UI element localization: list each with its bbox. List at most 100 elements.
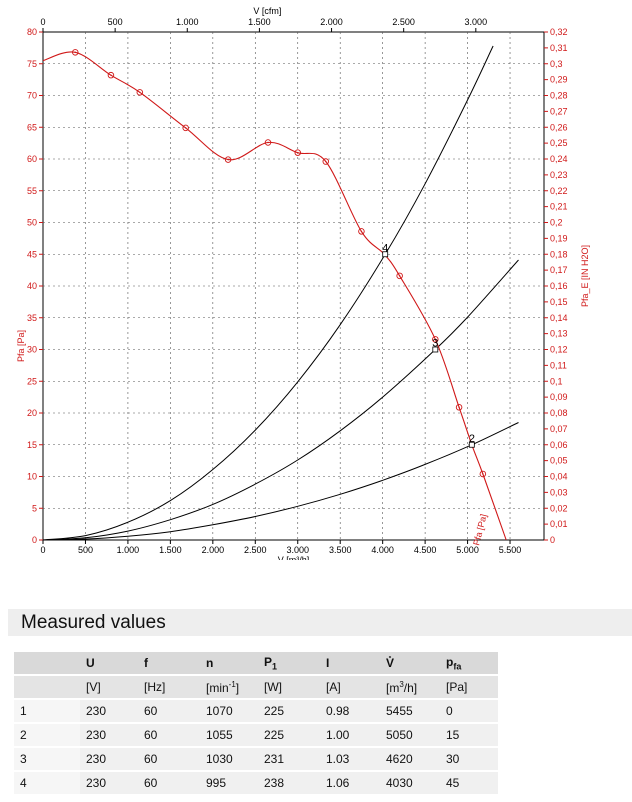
top-tick-label: 0 bbox=[40, 17, 45, 27]
y-tick-label: 70 bbox=[27, 91, 37, 101]
fan-curve-marker-dot bbox=[227, 158, 229, 161]
system-curve bbox=[42, 422, 519, 541]
fan-curve-marker-dot bbox=[139, 91, 141, 94]
top-tick-label: 2.500 bbox=[392, 17, 415, 27]
fan-curve-marker bbox=[72, 49, 79, 56]
table-row: 3 230 60 1030 231 1.03 4620 30 bbox=[14, 748, 498, 770]
fan-curve-marker bbox=[479, 470, 487, 478]
unit-n: [min-1] bbox=[200, 676, 258, 698]
y2-tick-label: 0,14 bbox=[550, 313, 568, 323]
fan-curve-marker bbox=[264, 139, 272, 146]
measured-values-table: U f n P1 I V̊ pfa [V] [Hz] [min-1] [W] [… bbox=[14, 650, 498, 796]
unit-P1: [W] bbox=[258, 676, 320, 698]
fan-curve-marker bbox=[182, 124, 189, 132]
y-tick-label: 55 bbox=[27, 186, 37, 196]
y2-tick-label: 0,04 bbox=[550, 472, 568, 482]
y2-tick-label: 0,18 bbox=[550, 249, 568, 259]
y2-tick-label: 0,3 bbox=[550, 59, 563, 69]
x-tick-label: 500 bbox=[78, 545, 93, 555]
y2-tick-label: 0,25 bbox=[550, 138, 568, 148]
curves: Pfa [Pa]234 bbox=[42, 45, 519, 546]
unit-pfa: [Pa] bbox=[440, 676, 498, 698]
x-tick-label: 5.000 bbox=[456, 545, 479, 555]
y-tick-label: 75 bbox=[27, 59, 37, 69]
y-tick-label: 60 bbox=[27, 154, 37, 164]
unit-I: [A] bbox=[320, 676, 380, 698]
col-P1: P1 bbox=[258, 652, 320, 674]
y2-tick-label: 0,17 bbox=[550, 265, 568, 275]
col-pfa: pfa bbox=[440, 652, 498, 674]
unit-f: [Hz] bbox=[138, 676, 200, 698]
y-tick-label: 50 bbox=[27, 218, 37, 228]
fan-curve-marker bbox=[455, 404, 463, 411]
y2-tick-label: 0,22 bbox=[550, 186, 568, 196]
y2-tick-label: 0,03 bbox=[550, 487, 568, 497]
measured-values-title: Measured values bbox=[8, 609, 632, 636]
y2-tick-label: 0,06 bbox=[550, 440, 568, 450]
x-tick-label: 2.500 bbox=[244, 545, 267, 555]
col-I: I bbox=[320, 652, 380, 674]
y2-tick-label: 0,29 bbox=[550, 75, 568, 85]
fan-curve-marker-dot bbox=[297, 151, 299, 154]
unit-V: [m3/h] bbox=[380, 676, 440, 698]
col-f: f bbox=[138, 652, 200, 674]
table-header-row: U f n P1 I V̊ pfa bbox=[14, 652, 498, 674]
fan-curve-marker-dot bbox=[398, 275, 401, 277]
y-tick-label: 5 bbox=[32, 503, 37, 513]
y2-tick-label: 0,02 bbox=[550, 503, 568, 513]
fan-curve-marker bbox=[322, 158, 330, 165]
x-tick-label: 4.500 bbox=[414, 545, 437, 555]
top-axis-label: V [cfm] bbox=[253, 6, 281, 16]
fan-curve-line bbox=[42, 51, 507, 541]
fan-curve-marker-dot bbox=[74, 51, 76, 54]
y-tick-label: 0 bbox=[32, 535, 37, 545]
y2-tick-label: 0 bbox=[550, 535, 555, 545]
top-tick-label: 500 bbox=[108, 17, 123, 27]
y2-tick-label: 0,19 bbox=[550, 233, 568, 243]
fan-curve-marker bbox=[396, 272, 403, 280]
y2-tick-label: 0,13 bbox=[550, 329, 568, 339]
col-U: U bbox=[80, 652, 138, 674]
fan-curve-marker-dot bbox=[110, 74, 112, 76]
fan-curve-marker-dot bbox=[360, 230, 363, 233]
x-tick-label: 4.000 bbox=[371, 545, 394, 555]
col-n: n bbox=[200, 652, 258, 674]
fan-curve-marker bbox=[107, 71, 115, 79]
x-tick-label: 3.500 bbox=[329, 545, 352, 555]
operating-point-label: 3 bbox=[432, 338, 438, 350]
grid bbox=[43, 32, 544, 540]
x-tick-label: 1.500 bbox=[159, 545, 182, 555]
operating-point-label: 2 bbox=[469, 433, 475, 445]
fan-curve-marker-dot bbox=[267, 141, 269, 144]
y-tick-label: 35 bbox=[27, 313, 37, 323]
system-curve bbox=[42, 259, 519, 541]
y2-tick-label: 0,15 bbox=[550, 297, 568, 307]
table-row: 4 230 60 995 238 1.06 4030 45 bbox=[14, 772, 498, 794]
y2-tick-label: 0,24 bbox=[550, 154, 568, 164]
y-tick-label: 15 bbox=[27, 440, 37, 450]
top-tick-label: 1.000 bbox=[176, 17, 199, 27]
y2-tick-label: 0,11 bbox=[550, 360, 567, 370]
axis-labels: V [m³/h] V [cfm] Pfa [Pa] Pfa_E [IN H2O] bbox=[16, 6, 590, 560]
y-tick-label: 25 bbox=[27, 376, 37, 386]
fan-curve-marker-dot bbox=[325, 160, 327, 163]
y2-tick-label: 0,16 bbox=[550, 281, 568, 291]
unit-U: [V] bbox=[80, 676, 138, 698]
top-tick-label: 2.000 bbox=[320, 17, 343, 27]
y2-tick-label: 0,31 bbox=[550, 43, 568, 53]
fan-curve-marker bbox=[224, 156, 232, 163]
fan-curve-marker-dot bbox=[482, 473, 484, 475]
fan-curve-chart: Pfa [Pa] 2 3 4 0 5 10 15 20 25 30 35 40 45 50 55 60 65 70… bbox=[16, 6, 590, 560]
table-row: 2 230 60 1055 225 1.00 5050 15 bbox=[14, 724, 498, 746]
y-tick-label: 30 bbox=[27, 345, 37, 355]
operating-point-label: 4 bbox=[382, 242, 388, 254]
y-tick-label: 80 bbox=[27, 27, 37, 37]
x-tick-label: 1.000 bbox=[117, 545, 140, 555]
y2-tick-label: 0,07 bbox=[550, 424, 568, 434]
y2-tick-label: 0,12 bbox=[550, 345, 568, 355]
fan-curve-marker bbox=[432, 336, 439, 343]
top-tick-label: 1.500 bbox=[248, 17, 271, 27]
y-tick-label: 20 bbox=[27, 408, 37, 418]
y2-tick-label: 0,2 bbox=[550, 218, 563, 228]
